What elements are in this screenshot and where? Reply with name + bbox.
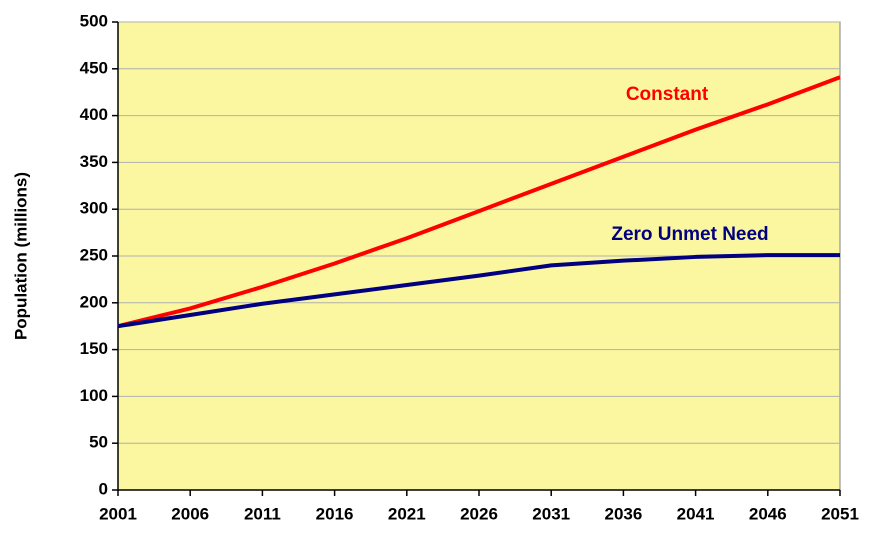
y-tick-label: 100: [80, 386, 108, 405]
x-tick-label: 2041: [677, 504, 715, 523]
y-tick-label: 400: [80, 105, 108, 124]
x-tick-label: 2051: [821, 504, 859, 523]
x-tick-label: 2026: [460, 504, 498, 523]
y-tick-label: 450: [80, 58, 108, 77]
x-tick-label: 2016: [316, 504, 354, 523]
x-tick-label: 2021: [388, 504, 426, 523]
y-tick-label: 0: [99, 479, 108, 498]
series-line: [117, 75, 841, 329]
y-tick-label: 200: [80, 292, 108, 311]
y-tick-label: 150: [80, 339, 108, 358]
y-axis-label: Population (millions): [11, 172, 30, 340]
x-tick-label: 2011: [244, 504, 281, 523]
y-tick-label: 50: [89, 433, 108, 452]
series-label: Zero Unmet Need: [611, 224, 768, 245]
x-tick-label: 2001: [99, 504, 137, 523]
x-tick-label: 2036: [604, 504, 642, 523]
y-tick-label: 500: [80, 11, 108, 30]
series-line: [117, 253, 840, 329]
y-tick-label: 350: [80, 152, 108, 171]
y-tick-label: 250: [80, 245, 108, 264]
y-tick-label: 300: [80, 199, 108, 218]
x-tick-label: 2031: [532, 504, 570, 523]
x-tick-label: 2006: [171, 504, 209, 523]
series-label: Constant: [626, 84, 709, 105]
x-tick-label: 2046: [749, 504, 787, 523]
